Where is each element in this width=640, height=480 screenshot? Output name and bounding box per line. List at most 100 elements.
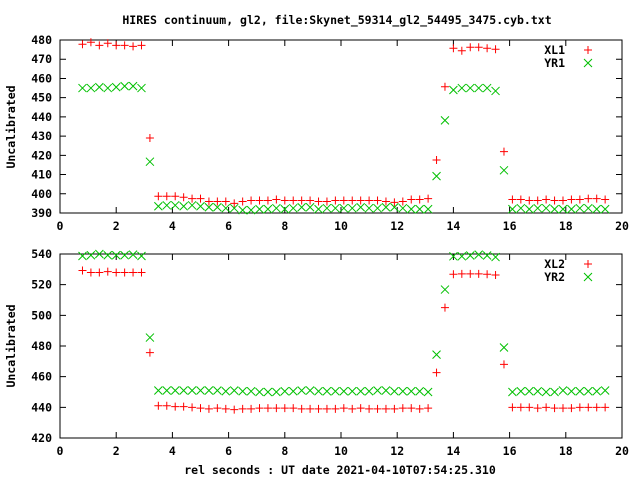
data-point-xl2	[348, 404, 357, 413]
data-point-yr2	[94, 249, 104, 259]
data-point-yr2	[356, 386, 366, 396]
y-tick-label: 500	[31, 308, 52, 322]
data-point-xl1	[86, 38, 95, 47]
y-tick-label: 470	[31, 52, 52, 66]
data-point-xl2	[171, 402, 180, 411]
data-point-yr1	[213, 202, 222, 212]
data-point-xl2	[204, 404, 213, 413]
data-point-yr1	[288, 203, 298, 213]
data-point-xl2	[584, 403, 593, 412]
data-point-yr2	[474, 250, 484, 259]
data-point-yr1	[297, 202, 307, 212]
data-point-xl1	[289, 196, 298, 205]
data-point-yr1	[94, 82, 104, 92]
data-point-xl1	[171, 192, 180, 201]
data-point-yr1	[103, 83, 113, 93]
x-tick-label: 4	[169, 219, 176, 233]
plot-frame	[59, 39, 623, 214]
data-point-yr1	[524, 204, 534, 214]
data-point-yr2	[592, 386, 602, 396]
x-tick-label: 12	[390, 444, 404, 458]
legend-label-xl1: XL1	[544, 43, 565, 57]
data-point-xl1	[415, 195, 424, 204]
data-point-yr1	[558, 204, 568, 214]
data-point-xl1	[483, 44, 492, 53]
data-point-xl1	[314, 197, 323, 206]
data-point-xl1	[213, 197, 222, 206]
data-point-xl2	[457, 269, 466, 278]
data-point-xl2	[221, 404, 230, 413]
x-axis-label: rel seconds : UT date 2021-04-10T07:54:2…	[184, 463, 496, 477]
data-point-xl1	[348, 196, 357, 205]
y-axis-label-top: Uncalibrated	[4, 85, 18, 168]
data-point-xl2	[424, 404, 433, 413]
legend-marker-xl1	[584, 46, 592, 54]
y-tick-label: 440	[31, 400, 52, 414]
y-tick-label: 440	[31, 110, 52, 124]
x-tick-label: 6	[225, 444, 232, 458]
data-point-yr1	[583, 203, 593, 213]
data-point-yr1	[339, 203, 349, 213]
data-point-yr1	[229, 203, 239, 213]
data-point-xl2	[145, 348, 154, 357]
data-point-yr1	[364, 203, 374, 213]
data-point-xl1	[322, 197, 331, 206]
data-point-yr1	[465, 83, 475, 93]
data-point-yr2	[187, 386, 197, 395]
data-point-xl1	[390, 198, 399, 207]
data-point-xl2	[188, 403, 197, 412]
data-point-xl2	[255, 404, 264, 413]
data-point-yr1	[592, 204, 602, 214]
data-point-xl2	[137, 268, 146, 277]
data-point-yr2	[550, 387, 559, 397]
data-point-yr1	[221, 203, 231, 213]
data-point-yr2	[196, 386, 205, 395]
y-tick-label: 540	[31, 247, 52, 261]
data-point-yr1	[600, 204, 610, 214]
data-point-yr2	[314, 386, 323, 396]
data-point-yr2	[600, 386, 610, 395]
data-point-xl2	[398, 404, 407, 413]
data-point-yr2	[255, 387, 264, 397]
data-point-yr1	[491, 86, 500, 96]
data-point-xl2	[86, 268, 95, 277]
data-point-xl2	[314, 404, 323, 413]
data-point-yr2	[364, 386, 374, 396]
data-point-yr2	[398, 386, 408, 396]
data-point-xl1	[457, 46, 466, 55]
data-point-xl2	[415, 404, 424, 413]
data-point-yr1	[398, 203, 408, 213]
data-point-xl1	[365, 196, 374, 205]
data-point-yr2	[297, 386, 307, 395]
data-point-xl2	[533, 404, 542, 413]
data-point-xl2	[491, 271, 500, 280]
data-point-xl2	[154, 401, 163, 410]
data-point-yr1	[78, 83, 87, 93]
data-point-xl2	[103, 267, 112, 276]
data-point-yr1	[457, 83, 467, 93]
x-tick-label: 18	[559, 444, 573, 458]
data-point-yr2	[423, 387, 433, 397]
x-tick-label: 14	[446, 219, 460, 233]
data-point-yr1	[153, 201, 163, 211]
x-tick-label: 16	[503, 219, 517, 233]
data-point-yr2	[482, 251, 492, 260]
data-point-xl1	[466, 43, 475, 52]
data-point-xl1	[112, 41, 121, 50]
data-point-xl2	[373, 404, 382, 413]
data-point-xl1	[550, 196, 559, 205]
data-point-yr2	[153, 386, 163, 395]
legend-label-yr1: YR1	[544, 56, 565, 70]
data-point-xl1	[272, 195, 281, 204]
data-point-xl2	[289, 404, 298, 413]
data-point-xl1	[204, 197, 213, 206]
data-point-xl2	[339, 404, 348, 413]
data-point-yr1	[179, 201, 188, 211]
data-point-yr2	[86, 250, 96, 260]
data-point-xl1	[196, 194, 205, 203]
x-tick-label: 12	[390, 219, 404, 233]
data-point-xl2	[525, 403, 534, 412]
data-point-xl2	[162, 401, 171, 410]
y-tick-label: 460	[31, 370, 52, 384]
data-point-xl2	[407, 404, 416, 413]
